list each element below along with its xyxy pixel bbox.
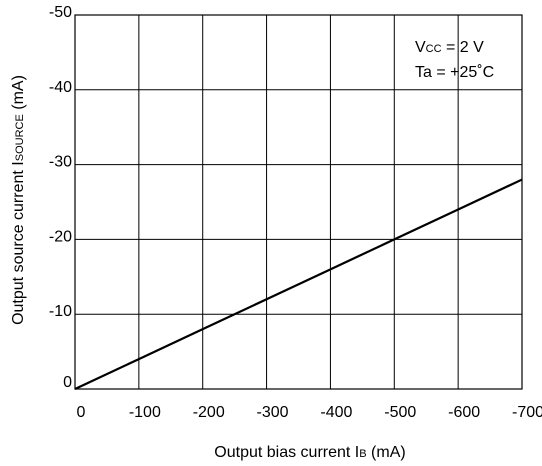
y-tick-labels: 0 -10 -20 -30 -40 -50 <box>49 4 72 391</box>
x-tick-label: -100 <box>129 404 161 421</box>
x-tick-label: -500 <box>384 404 416 421</box>
annotation-line-1: VCC = 2 V <box>415 39 484 56</box>
y-tick-label: -10 <box>49 303 72 320</box>
series-line <box>74 178 523 390</box>
y-tick-label: -40 <box>49 79 72 96</box>
x-tick-label: 0 <box>77 404 86 421</box>
grid <box>75 15 522 389</box>
y-axis-label: Output source current ISOURCE (mA) <box>10 75 27 325</box>
x-axis-label: Output bias current IB (mA) <box>214 444 405 461</box>
x-tick-labels: 0 -100 -200 -300 -400 -500 -600 -700 <box>77 404 542 421</box>
plot-frame <box>74 14 523 390</box>
y-tick-label: -30 <box>49 154 72 171</box>
series-layer <box>74 178 523 390</box>
x-tick-label: -300 <box>257 404 289 421</box>
x-tick-label: -700 <box>512 404 542 421</box>
annotation-line-2: Ta = +25˚C <box>415 64 494 81</box>
y-tick-label: 0 <box>63 374 72 391</box>
x-tick-label: -400 <box>320 404 352 421</box>
y-tick-label: -20 <box>49 228 72 245</box>
y-tick-label: -50 <box>49 4 72 21</box>
x-tick-label: -600 <box>448 404 480 421</box>
x-tick-label: -200 <box>193 404 225 421</box>
condition-annotation: VCC = 2 V Ta = +25˚C <box>415 39 494 81</box>
